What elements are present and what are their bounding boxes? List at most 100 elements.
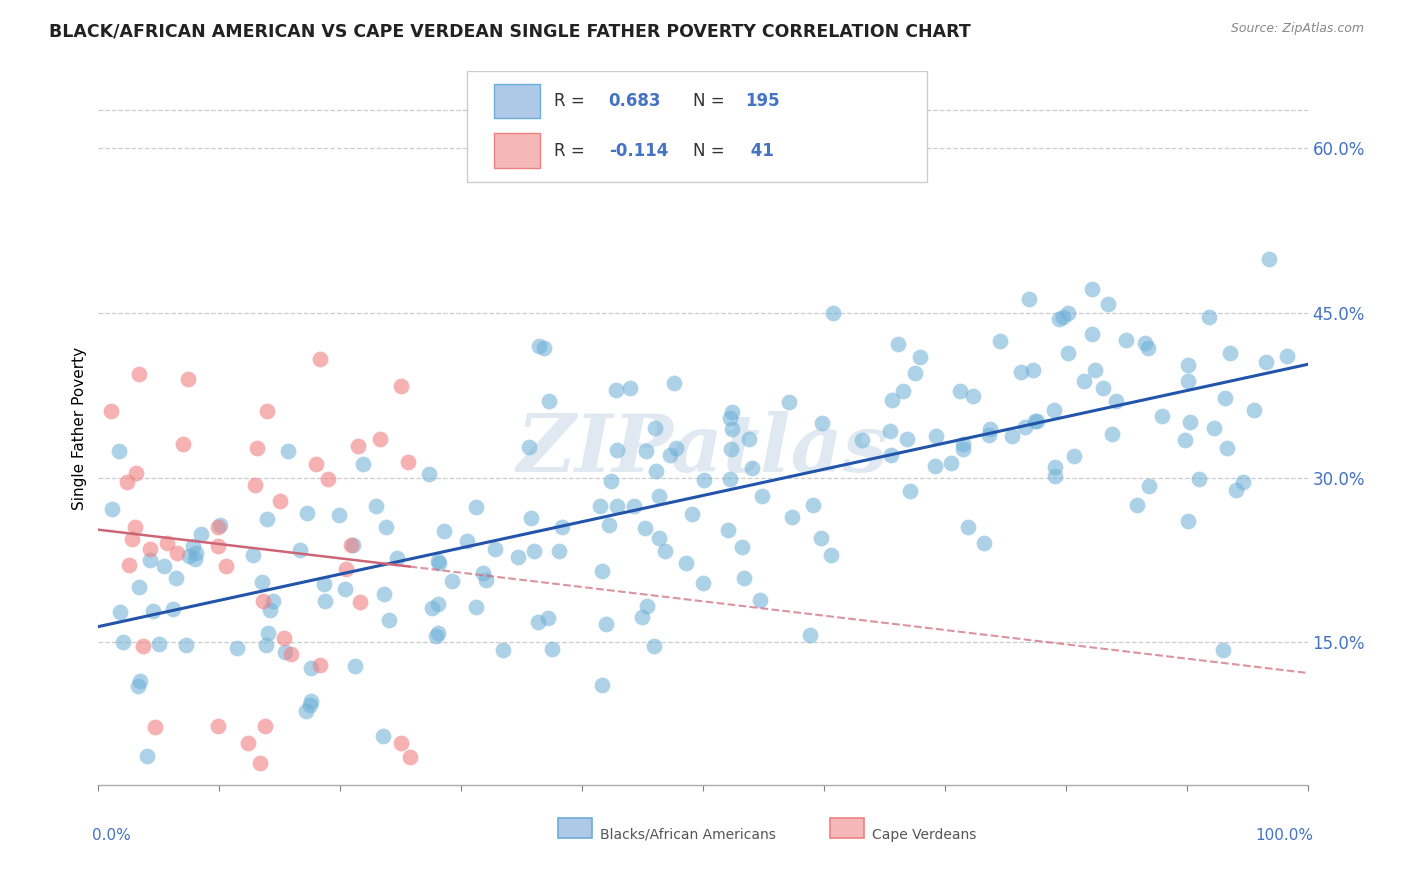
Point xyxy=(880,448,903,462)
Point xyxy=(956,520,979,534)
Point xyxy=(821,306,844,320)
Point xyxy=(252,575,274,590)
Point xyxy=(1150,409,1173,424)
Point xyxy=(298,698,321,712)
Point xyxy=(1001,429,1024,443)
Point xyxy=(253,719,276,733)
Point xyxy=(127,679,149,693)
Point xyxy=(259,603,281,617)
Point xyxy=(1258,252,1281,267)
Point xyxy=(589,499,612,513)
Point xyxy=(139,553,162,567)
Point xyxy=(731,540,754,554)
Point xyxy=(547,544,569,558)
Point xyxy=(254,638,277,652)
Point xyxy=(121,532,143,546)
Point xyxy=(110,605,132,619)
Text: 0.0%: 0.0% xyxy=(93,828,131,843)
Point xyxy=(1275,349,1298,363)
Point xyxy=(1081,282,1104,296)
Y-axis label: Single Father Poverty: Single Father Poverty xyxy=(72,347,87,509)
Point xyxy=(349,595,371,609)
Point xyxy=(257,626,280,640)
Point xyxy=(378,613,401,627)
Point xyxy=(108,443,131,458)
Point xyxy=(721,405,744,419)
Point xyxy=(887,336,910,351)
Point xyxy=(648,531,671,545)
Point xyxy=(398,749,420,764)
Point xyxy=(368,432,391,446)
Point xyxy=(904,367,927,381)
Text: Blacks/African Americans: Blacks/African Americans xyxy=(600,828,776,842)
Point xyxy=(721,422,744,436)
Point xyxy=(290,542,312,557)
Point xyxy=(328,508,350,522)
Point xyxy=(898,484,921,499)
Point xyxy=(1202,420,1225,434)
Point xyxy=(1073,374,1095,388)
Point xyxy=(720,442,742,457)
Point xyxy=(184,552,207,566)
Point xyxy=(132,639,155,653)
Point xyxy=(294,704,316,718)
Point xyxy=(1177,374,1199,388)
Point xyxy=(273,632,295,646)
Point xyxy=(1219,345,1241,359)
Point xyxy=(1126,498,1149,512)
Point xyxy=(810,531,832,545)
Point xyxy=(1232,475,1254,489)
Point xyxy=(519,511,541,525)
Point xyxy=(1056,306,1078,320)
Point xyxy=(174,638,197,652)
Point xyxy=(166,546,188,560)
Point xyxy=(659,448,682,462)
Text: 0.683: 0.683 xyxy=(609,92,661,110)
Point xyxy=(527,615,550,629)
Point xyxy=(1014,420,1036,434)
Point xyxy=(896,432,918,446)
Point xyxy=(600,474,623,488)
Point xyxy=(1010,365,1032,379)
Point xyxy=(128,368,150,382)
Point xyxy=(595,616,617,631)
Point xyxy=(215,559,238,574)
Point xyxy=(373,729,395,743)
Point xyxy=(780,510,803,524)
Point xyxy=(619,381,641,395)
Point xyxy=(517,441,540,455)
Point xyxy=(1115,333,1137,347)
Point xyxy=(880,392,903,407)
Point xyxy=(1084,362,1107,376)
Point xyxy=(274,645,297,659)
Point xyxy=(664,376,686,390)
Point xyxy=(124,519,146,533)
Point xyxy=(820,548,842,562)
Text: N =: N = xyxy=(693,142,730,160)
Point xyxy=(1097,297,1119,311)
Point xyxy=(135,749,157,764)
Point xyxy=(533,341,555,355)
Point xyxy=(537,610,560,624)
Point xyxy=(262,594,284,608)
Point xyxy=(316,471,339,485)
Point xyxy=(333,582,356,597)
Text: -0.114: -0.114 xyxy=(609,142,668,160)
Point xyxy=(538,393,561,408)
Point xyxy=(475,573,498,587)
Point xyxy=(891,384,914,398)
Point xyxy=(737,432,759,446)
Point xyxy=(492,643,515,657)
Point xyxy=(693,473,716,487)
Point xyxy=(811,417,834,431)
Point xyxy=(346,439,368,453)
Point xyxy=(630,610,652,624)
Point xyxy=(309,352,332,367)
Point xyxy=(389,379,412,393)
FancyBboxPatch shape xyxy=(558,819,592,838)
Point xyxy=(117,475,139,489)
Point xyxy=(977,428,1000,442)
Point xyxy=(184,547,207,561)
Point xyxy=(851,434,873,448)
Point xyxy=(979,422,1001,436)
